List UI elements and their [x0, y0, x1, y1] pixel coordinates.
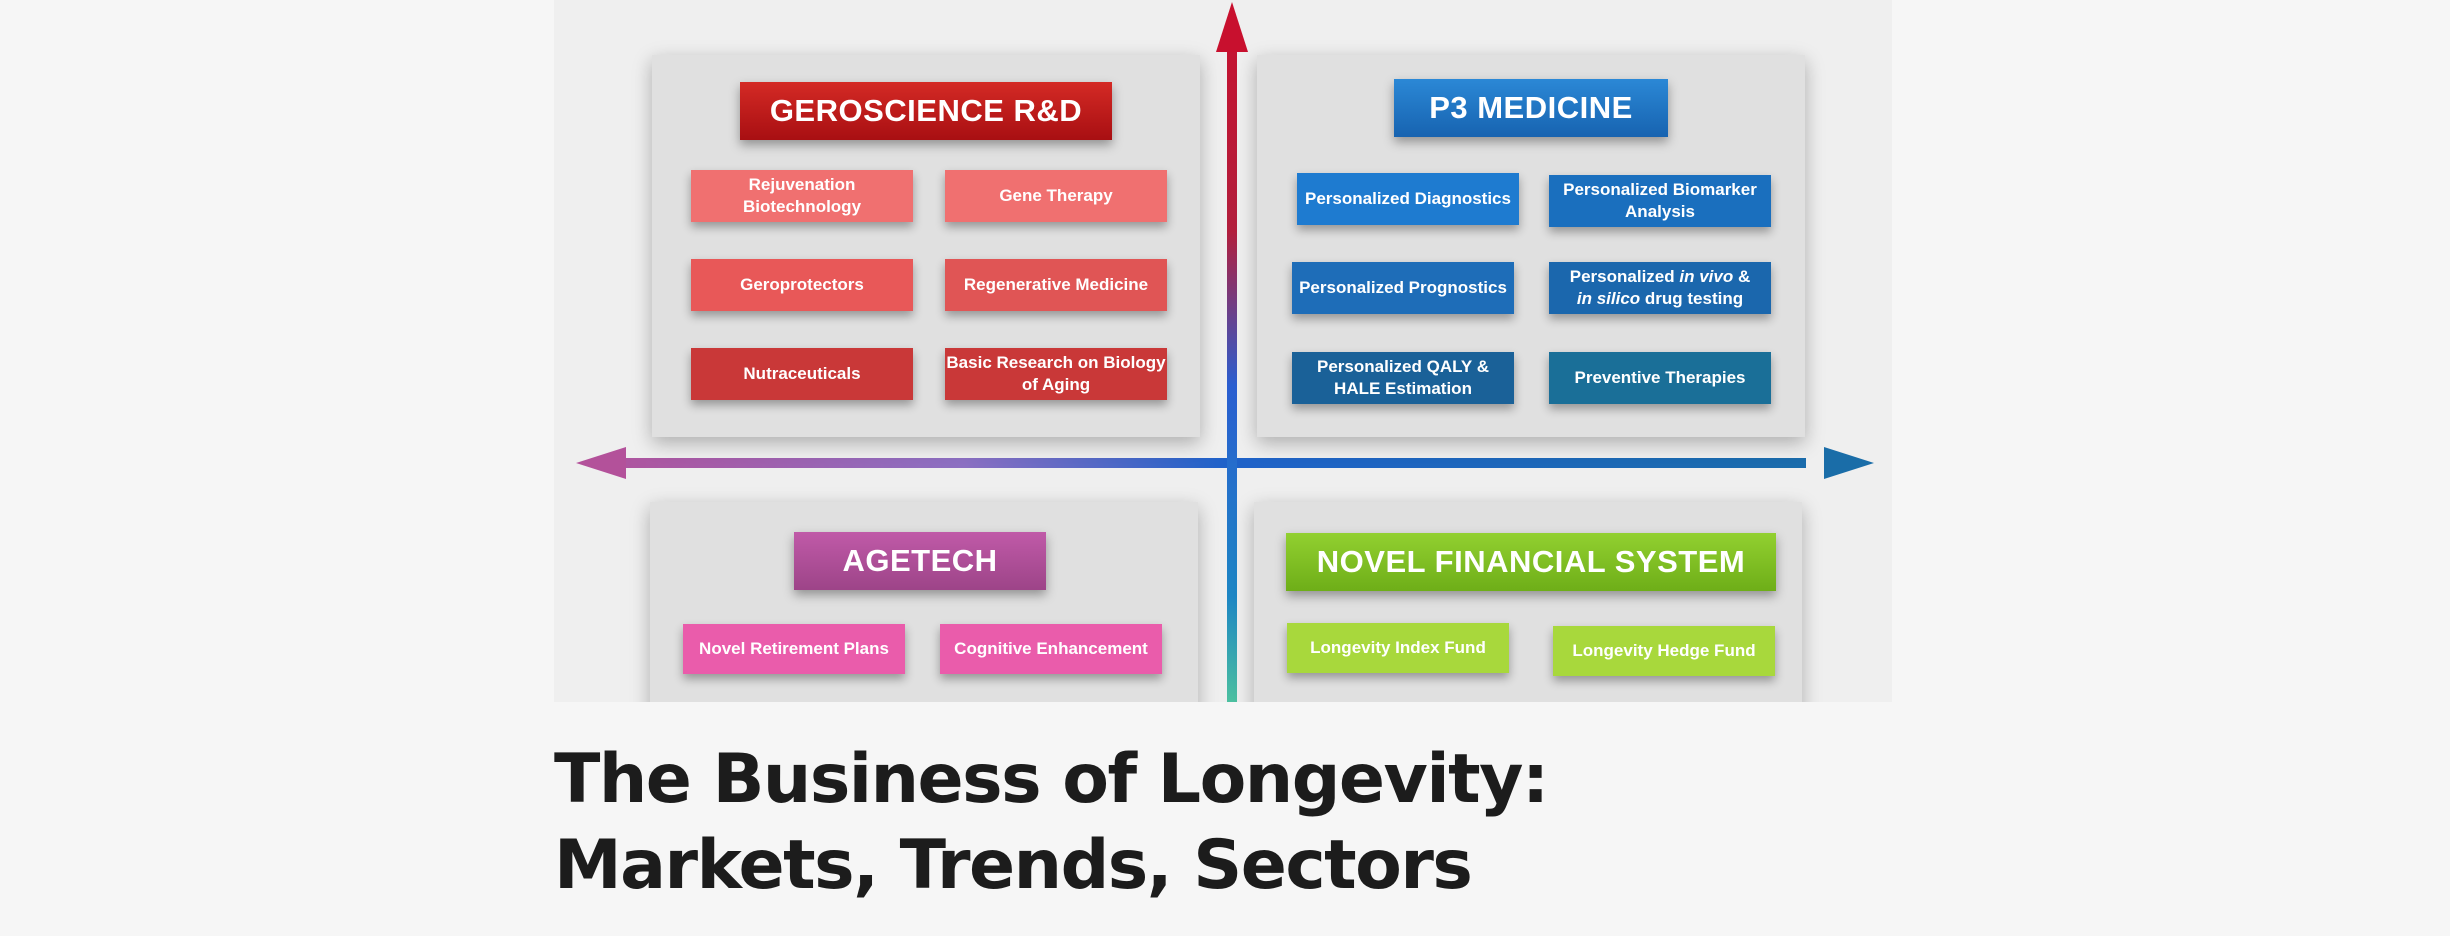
pill-novel-retirement-plans: Novel Retirement Plans — [683, 624, 905, 674]
article-title: The Business of Longevity: Markets, Tren… — [554, 740, 1549, 905]
vertical-axis-line — [1227, 48, 1237, 702]
pill-basic-research: Basic Research on Biology of Aging — [945, 348, 1167, 400]
right-arrow-head — [1824, 447, 1874, 479]
pill-personalized-biomarker-analysis: Personalized Biomarker Analysis — [1549, 175, 1771, 227]
pill-regenerative-medicine: Regenerative Medicine — [945, 259, 1167, 311]
pill-geroprotectors: Geroprotectors — [691, 259, 913, 311]
pill-personalized-drug-testing: Personalized in vivo & in silico drug te… — [1549, 262, 1771, 314]
pill-personalized-prognostics: Personalized Prognostics — [1292, 262, 1514, 314]
pill-preventive-therapies: Preventive Therapies — [1549, 352, 1771, 404]
agetech-title: AGETECH — [794, 532, 1046, 590]
pill-gene-therapy: Gene Therapy — [945, 170, 1167, 222]
pill-personalized-qaly-hale: Personalized QALY & HALE Estimation — [1292, 352, 1514, 404]
pill-longevity-hedge-fund: Longevity Hedge Fund — [1553, 626, 1775, 676]
financial-title: NOVEL FINANCIAL SYSTEM — [1286, 533, 1776, 591]
horizontal-axis-line — [620, 458, 1806, 468]
geroscience-title: GEROSCIENCE R&D — [740, 82, 1112, 140]
left-arrow-head — [576, 447, 626, 479]
pill-cognitive-enhancement: Cognitive Enhancement — [940, 624, 1162, 674]
pill-longevity-index-fund: Longevity Index Fund — [1287, 623, 1509, 673]
pill-personalized-diagnostics: Personalized Diagnostics — [1297, 173, 1519, 225]
hero-image: GEROSCIENCE R&D Rejuvenation Biotechnolo… — [554, 0, 1892, 702]
pill-nutraceuticals: Nutraceuticals — [691, 348, 913, 400]
p3-medicine-title: P3 MEDICINE — [1394, 79, 1668, 137]
axis-graphic — [576, 2, 1874, 702]
up-arrow-head — [1216, 2, 1248, 52]
pill-rejuvenation-biotechnology: Rejuvenation Biotechnology — [691, 170, 913, 222]
